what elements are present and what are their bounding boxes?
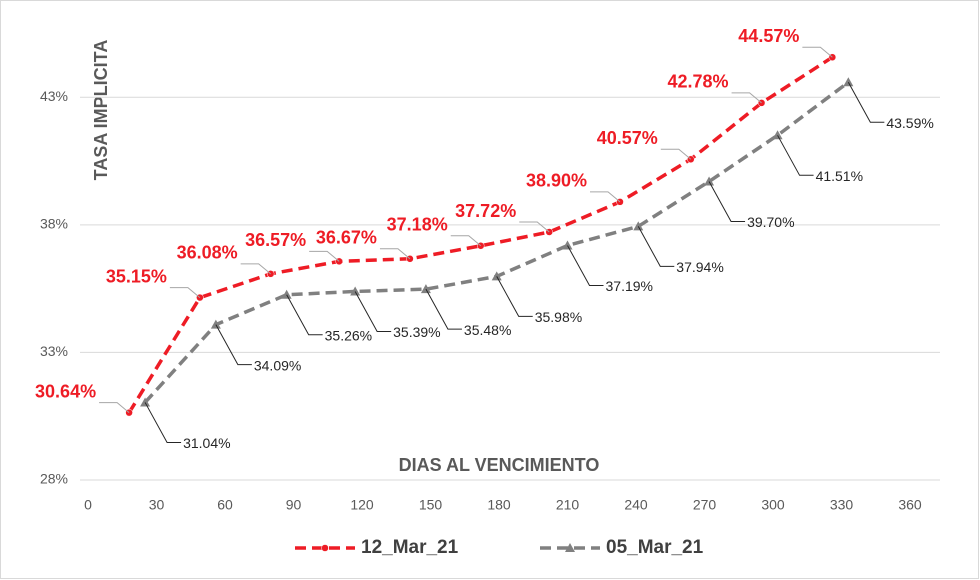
y-tick-label: 38% [40, 216, 68, 232]
leader-line [215, 324, 252, 366]
data-label: 38.90% [526, 171, 587, 191]
leader-line [731, 92, 762, 104]
leader-line [708, 181, 746, 222]
data-label: 35.15% [106, 266, 167, 286]
data-point [210, 319, 221, 329]
data-point [281, 289, 292, 299]
x-axis-title: DIAS AL VENCIMIENTO [399, 455, 600, 475]
data-label: 35.98% [535, 309, 582, 325]
leader-line [637, 226, 675, 267]
leader-line [379, 248, 411, 260]
data-point [843, 77, 854, 87]
data-point [140, 397, 151, 407]
data-label: 37.72% [455, 201, 516, 221]
data-label: 44.57% [738, 26, 799, 46]
leader-line [286, 294, 323, 336]
series-line [127, 55, 834, 414]
leader-line [847, 82, 885, 123]
data-label: 43.59% [886, 115, 933, 131]
leader-line [99, 402, 130, 414]
leader-line [777, 135, 814, 176]
x-tick-label: 300 [761, 497, 785, 513]
x-tick-label: 120 [350, 497, 374, 513]
legend-marker [565, 543, 575, 552]
data-label: 35.48% [464, 322, 511, 338]
data-label: 30.64% [35, 381, 96, 401]
data-point [704, 176, 715, 186]
data-label: 37.19% [606, 278, 653, 294]
x-tick-label: 270 [693, 497, 717, 513]
leader-line [567, 245, 604, 287]
y-tick-label: 28% [40, 471, 68, 487]
data-label: 36.67% [316, 228, 377, 248]
y-axis-title: TASA IMPLICITA [91, 40, 111, 181]
leader-line [450, 235, 482, 247]
x-tick-label: 90 [286, 497, 302, 513]
y-tick-label: 33% [40, 343, 68, 359]
data-label: 40.57% [597, 128, 658, 148]
x-tick-label: 30 [149, 497, 165, 513]
x-tick-label: 210 [556, 497, 580, 513]
x-tick-label: 180 [487, 497, 511, 513]
data-label: 36.08% [177, 243, 238, 263]
leader-line [309, 250, 340, 262]
x-tick-label: 60 [217, 497, 233, 513]
x-tick-label: 360 [898, 497, 922, 513]
leader-line [240, 263, 271, 275]
data-point [562, 240, 573, 250]
leader-line [169, 287, 201, 298]
leader-line [496, 276, 533, 317]
x-tick-label: 0 [84, 497, 92, 513]
x-tick-label: 330 [830, 497, 854, 513]
legend-label: 05_Mar_21 [606, 537, 704, 558]
leader-line [660, 148, 692, 160]
legend-marker [321, 544, 329, 552]
data-label: 37.94% [676, 259, 723, 275]
data-point [772, 130, 783, 140]
data-point [420, 284, 431, 294]
data-point [633, 221, 644, 231]
data-label: 35.26% [325, 327, 372, 343]
data-label: 35.39% [393, 324, 440, 340]
data-label: 36.57% [245, 230, 306, 250]
data-point [350, 286, 361, 296]
leader-line [425, 288, 462, 330]
data-label: 42.78% [668, 72, 729, 92]
y-tick-label: 43% [40, 88, 68, 104]
data-label: 37.18% [387, 215, 448, 235]
leader-line [802, 46, 833, 58]
data-label: 34.09% [254, 357, 301, 373]
leader-line [144, 402, 182, 443]
leader-line [590, 191, 621, 203]
legend-label: 12_Mar_21 [361, 537, 459, 558]
x-tick-label: 240 [624, 497, 648, 513]
leader-line [354, 291, 392, 332]
data-label: 39.70% [747, 214, 794, 230]
data-label: 41.51% [816, 168, 863, 184]
x-tick-label: 150 [419, 497, 443, 513]
data-point [491, 271, 502, 281]
leader-line [519, 221, 550, 233]
data-label: 31.04% [183, 435, 230, 451]
